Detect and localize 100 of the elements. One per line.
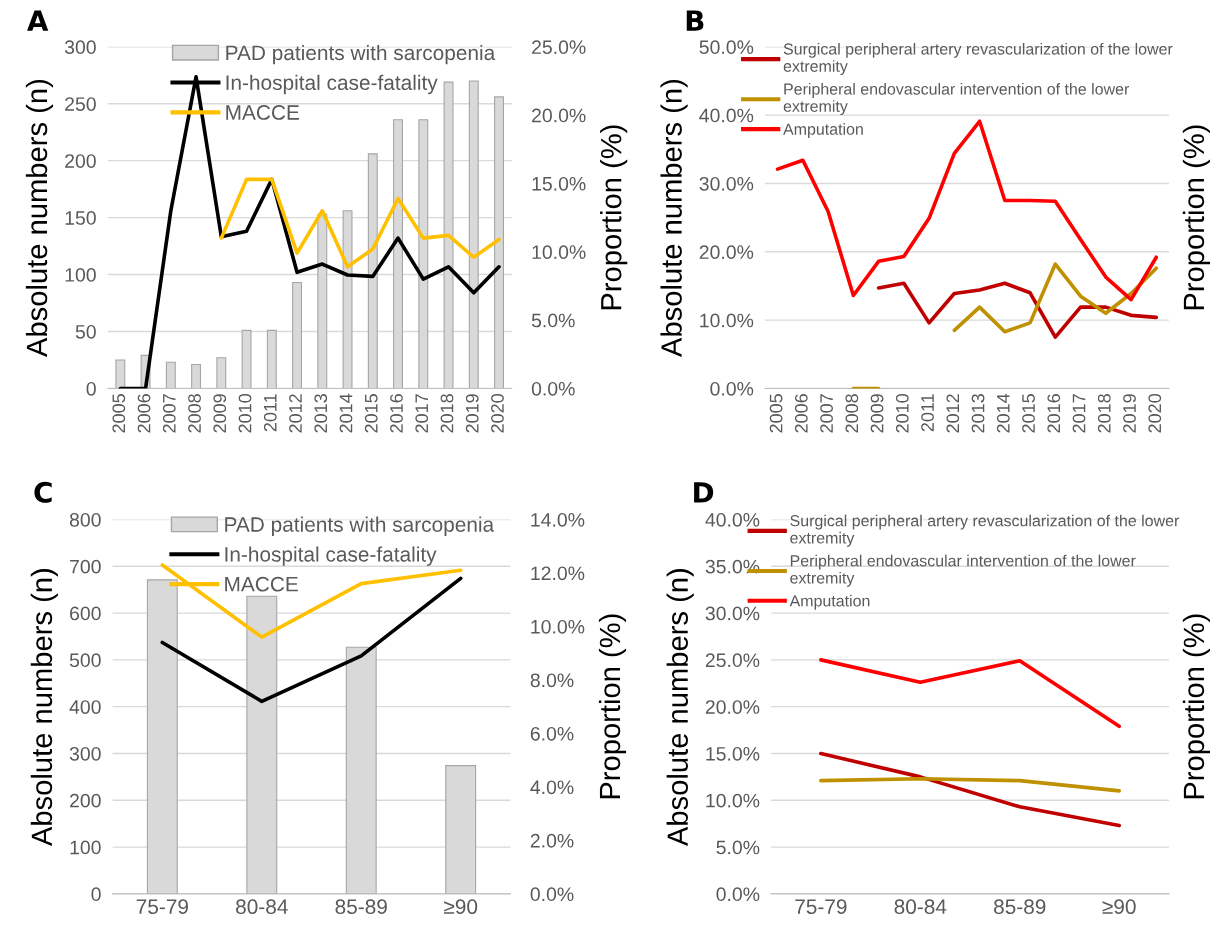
x-tick-label: 2011 bbox=[263, 394, 277, 432]
legend-label: Amputation bbox=[789, 594, 870, 610]
x-tick-label: 2012 bbox=[946, 394, 960, 433]
y-tick-label: 15.0% bbox=[706, 746, 760, 761]
y-tick-label: 100 bbox=[65, 268, 96, 282]
x-tick-label: 2006 bbox=[794, 394, 808, 433]
y2-tick-label: 4.0% bbox=[530, 780, 574, 795]
y-axis-title: Absolute numbers (n) bbox=[666, 569, 694, 847]
y2-tick-label: 2.0% bbox=[530, 833, 574, 848]
y-tick-label: 0 bbox=[86, 381, 96, 396]
x-tick-label: ≥90 bbox=[444, 899, 478, 915]
x-tick-label: 2007 bbox=[820, 394, 833, 433]
line-series bbox=[819, 751, 1121, 828]
y2-tick-label: 25.0% bbox=[532, 40, 586, 55]
chart-title: D bbox=[694, 482, 714, 503]
y-tick-label: 600 bbox=[70, 606, 101, 621]
y-tick-label: 20.0% bbox=[699, 245, 754, 260]
line-series bbox=[160, 576, 463, 704]
x-tick-label: 2015 bbox=[364, 394, 378, 433]
x-tick-label: 2008 bbox=[188, 394, 201, 433]
x-tick-label: 2012 bbox=[289, 394, 302, 433]
y2-tick-label: 20.0% bbox=[532, 108, 586, 123]
y-tick-label: 800 bbox=[69, 512, 101, 527]
x-tick-label: 80-84 bbox=[894, 899, 947, 915]
x-tick-label: 2016 bbox=[390, 394, 403, 433]
x-tick-label: 2008 bbox=[845, 394, 859, 433]
y2-tick-label: 6.0% bbox=[530, 726, 574, 741]
x-tick-label: 2014 bbox=[339, 393, 353, 433]
y2-tick-label: 12.0% bbox=[531, 566, 585, 581]
x-tick-label: 85-89 bbox=[994, 899, 1046, 915]
y-tick-label: 400 bbox=[69, 700, 101, 714]
chart-title: C bbox=[34, 481, 52, 503]
legend-label: Amputation bbox=[783, 123, 863, 138]
y-tick-label: 25.0% bbox=[705, 653, 760, 668]
x-tick-label: 85-89 bbox=[335, 899, 387, 915]
y-tick-label: 500 bbox=[69, 653, 101, 668]
legend-label: PAD patients with sarcopenia bbox=[226, 44, 496, 65]
x-tick-label: 2007 bbox=[162, 394, 176, 433]
y2-tick-label: 10.0% bbox=[531, 619, 585, 634]
legend-label: PAD patients with sarcopenia bbox=[225, 516, 495, 536]
y2-tick-label: 15.0% bbox=[532, 176, 586, 191]
x-tick-label: 2018 bbox=[440, 394, 454, 433]
x-tick-label: 2010 bbox=[895, 394, 909, 433]
y-tick-label: 700 bbox=[70, 559, 101, 574]
x-tick-label: 75-79 bbox=[136, 899, 188, 915]
y2-axis-title: Proportion (%) bbox=[1182, 125, 1210, 310]
bar bbox=[115, 359, 126, 389]
legend-label: Peripheral endovascular intervention of the lower extremity bbox=[783, 83, 1130, 116]
chart-title: A bbox=[27, 10, 49, 31]
y-tick-label: 40.0% bbox=[705, 512, 760, 527]
y-tick-label: 30.0% bbox=[705, 606, 760, 621]
line-series bbox=[118, 75, 501, 389]
bar bbox=[165, 361, 176, 389]
y2-tick-label: 10.0% bbox=[532, 245, 586, 260]
y-tick-label: 10.0% bbox=[706, 793, 760, 808]
x-tick-label: 2018 bbox=[1097, 394, 1111, 433]
x-tick-label: 2006 bbox=[137, 394, 151, 433]
y-tick-label: 250 bbox=[65, 97, 96, 111]
x-tick-label: 2013 bbox=[971, 394, 985, 433]
legend-label: In-hospital case-fatality bbox=[225, 546, 437, 566]
y2-tick-label: 8.0% bbox=[530, 673, 574, 688]
legend-label: In-hospital case-fatality bbox=[226, 74, 438, 95]
x-tick-label: 2013 bbox=[314, 394, 328, 433]
y-tick-label: 300 bbox=[64, 40, 96, 55]
x-tick-label: 2005 bbox=[112, 394, 126, 433]
x-tick-label: 2014 bbox=[996, 393, 1010, 433]
x-tick-label: 2009 bbox=[213, 394, 227, 433]
bar bbox=[216, 357, 227, 389]
y-tick-label: 200 bbox=[70, 793, 101, 808]
x-tick-label: 2015 bbox=[1022, 394, 1035, 433]
x-tick-label: 2017 bbox=[415, 394, 429, 433]
y-axis-title: Absolute numbers (n) bbox=[660, 80, 688, 357]
line-series bbox=[819, 658, 1121, 729]
line-series bbox=[876, 281, 1159, 339]
y-axis-title: Absolute numbers (n) bbox=[30, 569, 58, 847]
y-tick-label: 30.0% bbox=[699, 176, 754, 191]
legend-label: MACCE bbox=[225, 576, 298, 592]
x-tick-label: 2016 bbox=[1047, 394, 1061, 433]
legend-label: Surgical peripheral artery revascularization of the lower extremity bbox=[790, 514, 1180, 547]
y2-axis-title: Proportion (%) bbox=[600, 125, 628, 310]
x-tick-label: 75-79 bbox=[795, 899, 847, 915]
legend-label: Surgical peripheral artery revascularization of the lower extremity bbox=[783, 42, 1173, 76]
y-tick-label: 0 bbox=[91, 887, 101, 902]
y2-tick-label: 14.0% bbox=[531, 512, 585, 527]
bar bbox=[191, 363, 202, 389]
x-tick-label: 2019 bbox=[1123, 394, 1136, 433]
y2-tick-label: 5.0% bbox=[531, 313, 575, 328]
x-tick-label: 2010 bbox=[238, 394, 252, 433]
x-tick-label: 2019 bbox=[465, 394, 479, 433]
y-tick-label: 50.0% bbox=[699, 40, 754, 55]
y-tick-label: 0.0% bbox=[710, 381, 754, 396]
x-tick-label: ≥90 bbox=[1102, 899, 1136, 915]
y-tick-label: 40.0% bbox=[699, 108, 754, 123]
y2-axis-title: Proportion (%) bbox=[598, 614, 627, 799]
x-tick-label: 2020 bbox=[491, 394, 504, 433]
x-tick-label: 2009 bbox=[870, 394, 884, 433]
y2-axis-title: Proportion (%) bbox=[1182, 614, 1210, 799]
y-tick-label: 200 bbox=[65, 154, 96, 168]
chart-title: B bbox=[686, 10, 704, 31]
x-tick-label: 2005 bbox=[769, 394, 783, 433]
